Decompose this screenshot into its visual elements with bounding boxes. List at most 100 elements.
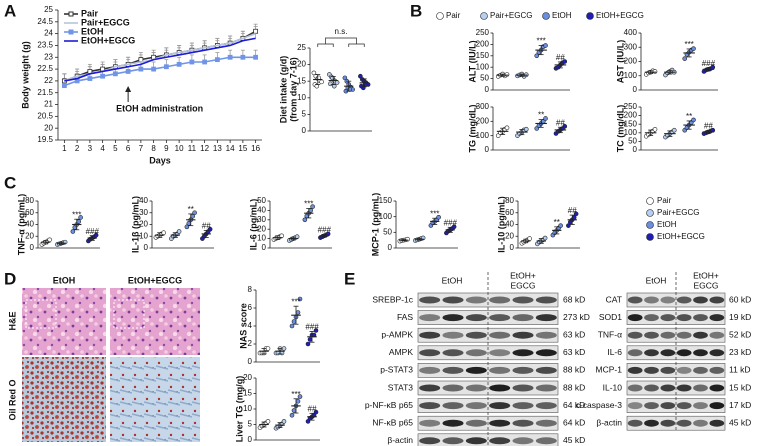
blot-band bbox=[627, 296, 643, 304]
bracket bbox=[348, 43, 365, 47]
blot-band bbox=[709, 384, 725, 392]
blot-label: SOD1 bbox=[599, 312, 622, 322]
legend-label: Pair+EGCG bbox=[657, 208, 699, 217]
blot-band bbox=[489, 437, 511, 445]
significance: ### bbox=[86, 227, 100, 236]
data-point bbox=[289, 412, 295, 418]
blot-size: 19 kD bbox=[729, 312, 751, 322]
legend-label: EtOH bbox=[81, 26, 104, 36]
arrow-head bbox=[125, 86, 132, 92]
y-tick-label: 15 bbox=[297, 76, 306, 85]
blot-size: 11 kD bbox=[729, 365, 751, 375]
inset-box bbox=[113, 299, 145, 329]
y-tick-label: 4 bbox=[248, 321, 253, 330]
he-image-etoh bbox=[22, 288, 106, 355]
blot-band bbox=[512, 419, 534, 427]
x-tick-label: 14 bbox=[226, 144, 235, 153]
blot-band bbox=[465, 349, 487, 357]
blot-band bbox=[489, 384, 511, 392]
y-tick-label: 25 bbox=[44, 5, 53, 14]
significance: ** bbox=[538, 111, 544, 120]
y-tick-label: 40 bbox=[505, 220, 514, 229]
blot-band bbox=[419, 366, 441, 374]
significance: ## bbox=[308, 404, 317, 413]
y-axis-label: Liver TG (mg/g) bbox=[234, 376, 244, 443]
blot-band bbox=[465, 437, 487, 445]
y-tick-label: 20 bbox=[25, 231, 34, 240]
data-point bbox=[47, 237, 52, 243]
legend-label: EtOH bbox=[657, 220, 677, 229]
significance: ## bbox=[556, 53, 565, 62]
blot-band bbox=[535, 437, 557, 445]
blot-label: IL-10 bbox=[603, 382, 623, 392]
y-tick-label: 0 bbox=[248, 357, 253, 366]
y-tick-label: 0 bbox=[633, 85, 638, 94]
legend-marker bbox=[646, 233, 654, 241]
significance: ** bbox=[188, 205, 194, 214]
legend-label: Pair+EGCG bbox=[490, 11, 532, 20]
blot-band bbox=[693, 331, 708, 339]
blot-band bbox=[627, 402, 643, 410]
data-point bbox=[691, 117, 696, 123]
blot-band bbox=[535, 349, 557, 357]
point bbox=[176, 61, 182, 67]
data-point bbox=[311, 70, 317, 76]
y-tick-label: 80 bbox=[25, 196, 34, 205]
y-tick-label: 0 bbox=[144, 243, 149, 252]
y-axis-label: TNF-α (pg/mL) bbox=[16, 194, 26, 256]
significance: *** bbox=[72, 210, 81, 219]
blot-size: 63 kD bbox=[563, 347, 585, 357]
point bbox=[87, 76, 93, 81]
blot-band bbox=[660, 331, 676, 339]
blot-size: 68 kD bbox=[563, 294, 585, 304]
data-point bbox=[76, 219, 81, 224]
x-tick-label: 11 bbox=[188, 144, 197, 153]
legend-label: Pair bbox=[81, 8, 99, 18]
y-tick-label: 40 bbox=[25, 220, 34, 229]
blot-label: AMPK bbox=[389, 347, 413, 357]
data-point bbox=[310, 204, 315, 209]
blot-label: β-actin bbox=[387, 435, 413, 445]
legend-marker bbox=[646, 197, 654, 205]
y-axis-label: IL-10 (pg/mL) bbox=[496, 196, 506, 253]
point bbox=[214, 57, 220, 63]
data-point bbox=[265, 419, 271, 424]
y-tick-label: 0 bbox=[302, 126, 307, 135]
blot-band bbox=[535, 331, 557, 339]
y-tick-label: 20.5 bbox=[37, 111, 53, 120]
significance: ** bbox=[686, 112, 692, 121]
legend-label: EtOH bbox=[552, 11, 572, 20]
blot-column-label: EtOH+ bbox=[510, 270, 536, 280]
blot-label: p-NF-κB p65 bbox=[365, 400, 413, 410]
y-tick-label: 10 bbox=[139, 231, 148, 240]
row-label: H&E bbox=[7, 311, 17, 330]
blot-band bbox=[489, 331, 511, 339]
data-point bbox=[358, 73, 363, 79]
x-tick-label: 12 bbox=[200, 144, 209, 153]
y-tick-label: 0 bbox=[248, 435, 253, 444]
data-point bbox=[265, 346, 271, 351]
blot-label: FAS bbox=[397, 312, 413, 322]
blot-band bbox=[660, 296, 676, 304]
y-tick-label: 0 bbox=[485, 85, 490, 94]
blot-label: MCP-1 bbox=[596, 365, 623, 375]
y-tick-label: 20 bbox=[243, 373, 252, 382]
blot-band bbox=[465, 419, 487, 427]
point bbox=[253, 28, 259, 34]
column-label: EtOH bbox=[53, 275, 76, 285]
blot-band bbox=[419, 384, 441, 392]
blot-band bbox=[535, 419, 557, 427]
point bbox=[163, 64, 169, 70]
legend-label: Pair+EGCG bbox=[81, 17, 130, 27]
blot-band bbox=[660, 384, 676, 392]
x-tick-label: 13 bbox=[213, 144, 222, 153]
data-point bbox=[682, 56, 688, 61]
y-tick-label: 60 bbox=[505, 208, 514, 217]
y-tick-label: 200 bbox=[476, 116, 490, 125]
blot-size: 17 kD bbox=[729, 400, 751, 410]
blot-band bbox=[489, 349, 511, 357]
y-tick-label: 100 bbox=[476, 131, 490, 140]
blot-band bbox=[535, 384, 557, 392]
y-tick-label: 0 bbox=[510, 243, 515, 252]
blot-band bbox=[442, 314, 464, 322]
